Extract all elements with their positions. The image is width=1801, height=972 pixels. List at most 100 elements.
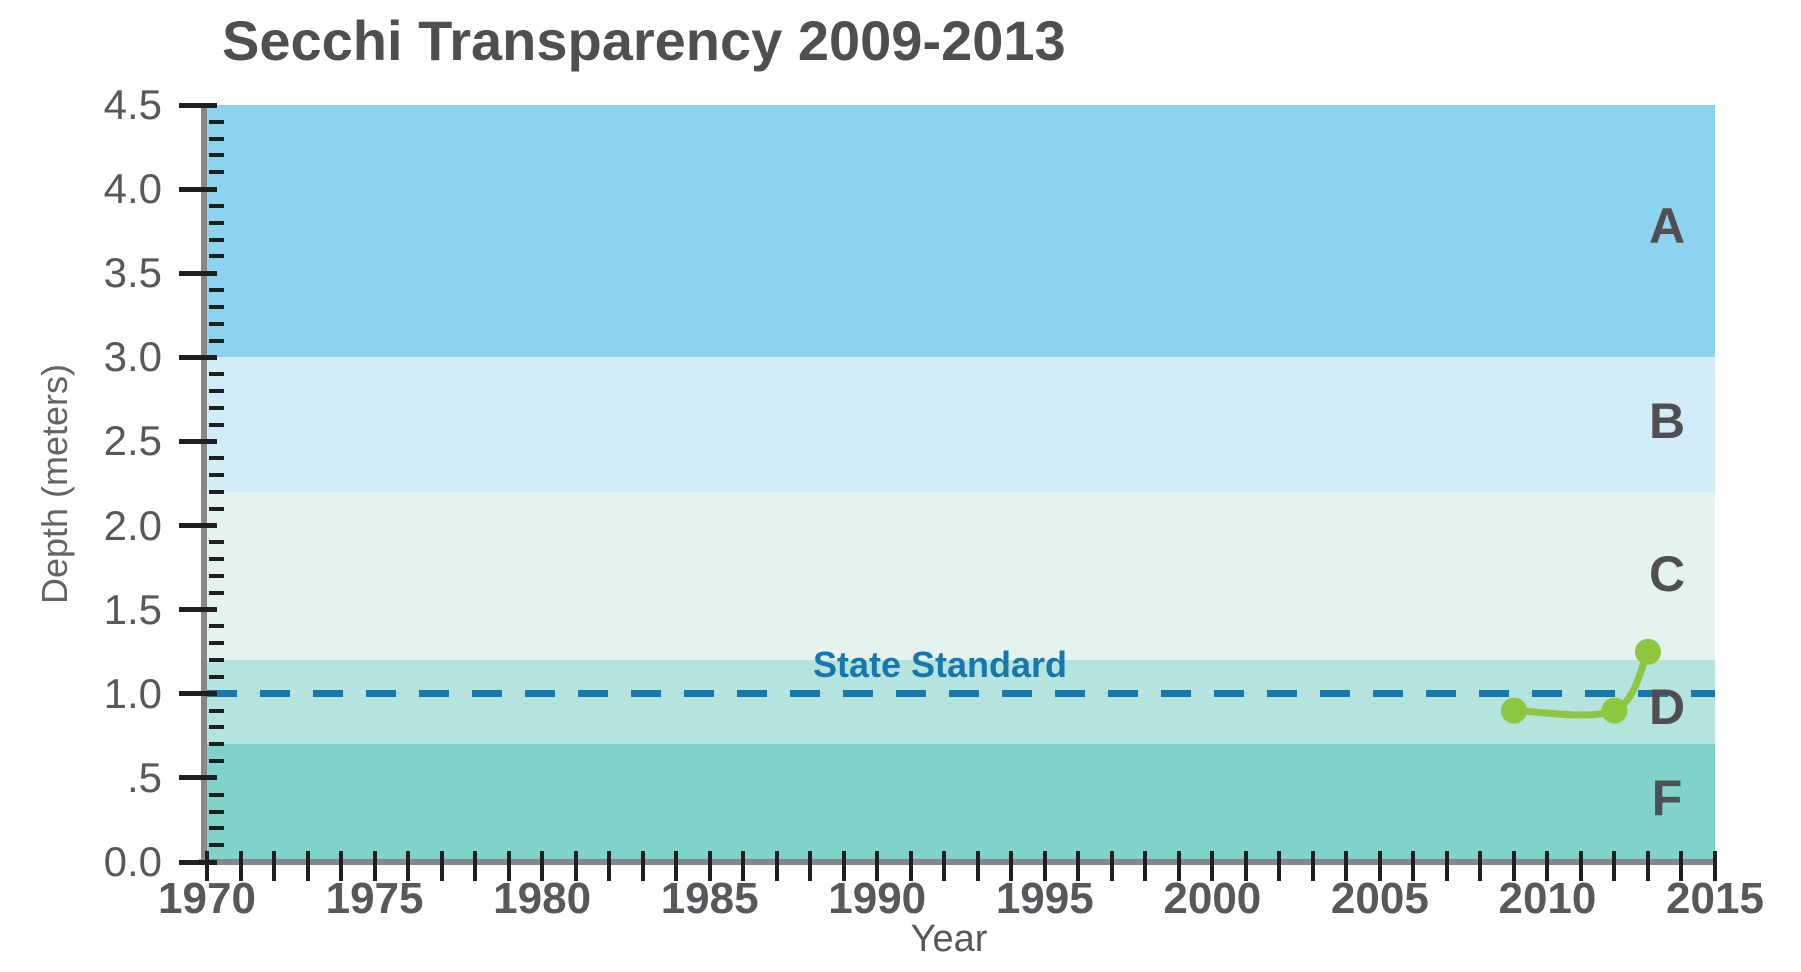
x-tick xyxy=(339,851,344,881)
y-minor-tick xyxy=(209,321,224,326)
y-minor-tick xyxy=(209,826,224,831)
y-major-tick xyxy=(179,691,217,697)
y-major-tick xyxy=(179,102,217,108)
x-tick xyxy=(1243,851,1248,881)
y-major-tick xyxy=(179,270,217,276)
x-tick xyxy=(741,851,746,881)
x-tick xyxy=(1411,851,1416,881)
data-point xyxy=(1634,638,1661,665)
y-minor-tick xyxy=(209,405,224,410)
y-minor-tick xyxy=(209,725,224,730)
y-minor-tick xyxy=(209,708,224,713)
x-tick xyxy=(1679,851,1684,881)
y-major-tick xyxy=(179,438,217,444)
x-tick xyxy=(406,851,411,881)
grade-band-a xyxy=(207,105,1715,358)
data-point xyxy=(1500,697,1527,724)
x-tick xyxy=(1042,851,1047,881)
x-tick xyxy=(540,851,545,881)
x-tick-label: 1990 xyxy=(828,874,927,923)
y-major-tick xyxy=(179,775,217,781)
y-tick-label: 1.0 xyxy=(103,669,162,717)
y-minor-tick xyxy=(209,792,224,797)
grade-band-d xyxy=(207,660,1715,745)
x-tick xyxy=(205,851,209,881)
x-tick-label: 1985 xyxy=(660,874,759,923)
y-minor-tick xyxy=(209,288,224,293)
grade-label-b: B xyxy=(1648,393,1686,450)
x-tick xyxy=(1310,851,1315,881)
x-tick xyxy=(1109,851,1114,881)
x-tick xyxy=(1612,851,1617,881)
x-tick xyxy=(1277,851,1282,881)
y-minor-tick xyxy=(209,254,224,259)
x-tick xyxy=(1511,851,1516,881)
x-tick xyxy=(1344,851,1349,881)
grade-label-f: F xyxy=(1651,770,1683,827)
y-minor-tick xyxy=(209,506,224,511)
y-minor-tick xyxy=(209,338,224,343)
x-tick xyxy=(607,851,612,881)
y-minor-tick xyxy=(209,153,224,158)
y-minor-tick xyxy=(209,540,224,545)
x-tick xyxy=(674,851,679,881)
y-minor-tick xyxy=(209,203,224,208)
y-axis-line xyxy=(201,105,207,865)
state-standard-label: State Standard xyxy=(812,643,1068,685)
x-tick xyxy=(1545,851,1550,881)
x-tick xyxy=(841,851,846,881)
x-tick xyxy=(875,851,880,881)
y-tick-label: .5 xyxy=(126,753,162,801)
x-tick xyxy=(640,851,645,881)
state-standard-line xyxy=(207,690,1715,698)
y-minor-tick xyxy=(209,473,224,478)
y-tick-label: 2.5 xyxy=(103,417,162,465)
x-tick xyxy=(908,851,913,881)
y-tick-label: 0.0 xyxy=(103,838,162,885)
x-tick-label: 1995 xyxy=(995,874,1094,923)
x-tick xyxy=(1176,851,1181,881)
y-minor-tick xyxy=(209,489,224,494)
y-major-tick xyxy=(179,354,217,360)
grade-band-b xyxy=(207,357,1715,492)
x-tick xyxy=(372,851,377,881)
x-tick-label: 1975 xyxy=(325,874,424,923)
grade-band-f xyxy=(207,744,1715,862)
y-minor-tick xyxy=(209,843,224,848)
x-tick xyxy=(774,851,779,881)
x-tick-label: 2000 xyxy=(1163,874,1262,923)
y-minor-tick xyxy=(209,674,224,679)
y-minor-tick xyxy=(209,237,224,242)
y-minor-tick xyxy=(209,220,224,225)
x-tick-label: 2010 xyxy=(1498,874,1597,923)
x-tick xyxy=(305,851,310,881)
x-tick xyxy=(506,851,511,881)
x-tick xyxy=(439,851,444,881)
grade-label-a: A xyxy=(1648,198,1686,255)
y-major-tick xyxy=(179,859,217,865)
grade-band-c xyxy=(207,491,1715,661)
y-minor-tick xyxy=(209,119,224,124)
x-tick-label: 1980 xyxy=(493,874,592,923)
y-tick-label: 3.0 xyxy=(103,333,162,381)
y-tick-label: 4.5 xyxy=(103,81,162,128)
x-tick xyxy=(272,851,277,881)
x-tick-label: 2005 xyxy=(1330,874,1429,923)
y-minor-tick xyxy=(209,759,224,764)
x-tick xyxy=(1478,851,1483,881)
x-tick xyxy=(1377,851,1382,881)
x-tick xyxy=(238,851,243,881)
x-tick-label: 2015 xyxy=(1666,874,1764,923)
y-tick-label: 2.0 xyxy=(103,501,162,549)
y-minor-tick xyxy=(209,809,224,814)
data-point xyxy=(1601,697,1628,724)
x-tick xyxy=(707,851,712,881)
y-tick-label: 1.5 xyxy=(103,585,162,633)
y-minor-tick xyxy=(209,624,224,629)
y-tick-label: 4.0 xyxy=(103,165,162,213)
y-minor-tick xyxy=(209,372,224,377)
y-minor-tick xyxy=(209,136,224,141)
y-tick-label: 3.5 xyxy=(103,249,162,297)
y-minor-tick xyxy=(209,456,224,461)
